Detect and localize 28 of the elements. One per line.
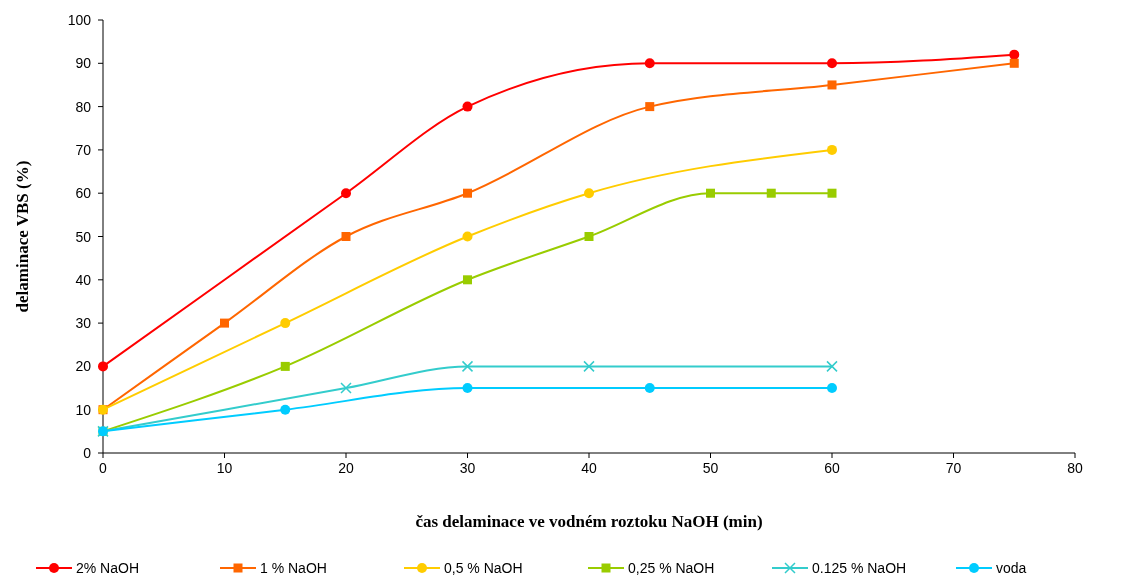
y-tick-label: 20 [75, 358, 92, 375]
y-tick-label: 40 [75, 271, 92, 288]
x-tick-label: 10 [216, 460, 233, 476]
legend-label: 2% NaOH [76, 560, 140, 576]
legend-label: 0.125 % NaOH [812, 560, 907, 576]
y-tick-label: 30 [75, 315, 92, 332]
y-tick-label: 70 [75, 141, 92, 158]
legend-label: voda [996, 560, 1027, 576]
y-tick-label: 100 [67, 12, 92, 28]
x-tick-label: 70 [945, 460, 962, 476]
x-tick-label: 40 [581, 460, 597, 476]
x-tick-label: 60 [824, 460, 840, 476]
x-tick-label: 30 [459, 460, 476, 476]
y-tick-label: 60 [75, 185, 92, 202]
legend-label: 1 % NaOH [260, 560, 327, 576]
x-tick-label: 0 [99, 460, 108, 476]
legend-label: 0,5 % NaOH [444, 560, 523, 576]
y-tick-label: 80 [75, 98, 92, 115]
x-tick-label: 20 [338, 460, 354, 476]
y-tick-label: 0 [83, 445, 92, 461]
x-tick-label: 50 [702, 460, 719, 476]
x-tick-label: 80 [1067, 460, 1083, 476]
x-axis-title: čas delaminace ve vodném roztoku NaOH (min) [415, 512, 763, 531]
y-tick-label: 10 [75, 401, 92, 418]
y-tick-label: 50 [75, 228, 92, 245]
y-tick-label: 90 [75, 55, 92, 72]
y-axis-title: delaminace VBS (%) [13, 160, 32, 313]
legend-label: 0,25 % NaOH [628, 560, 715, 576]
